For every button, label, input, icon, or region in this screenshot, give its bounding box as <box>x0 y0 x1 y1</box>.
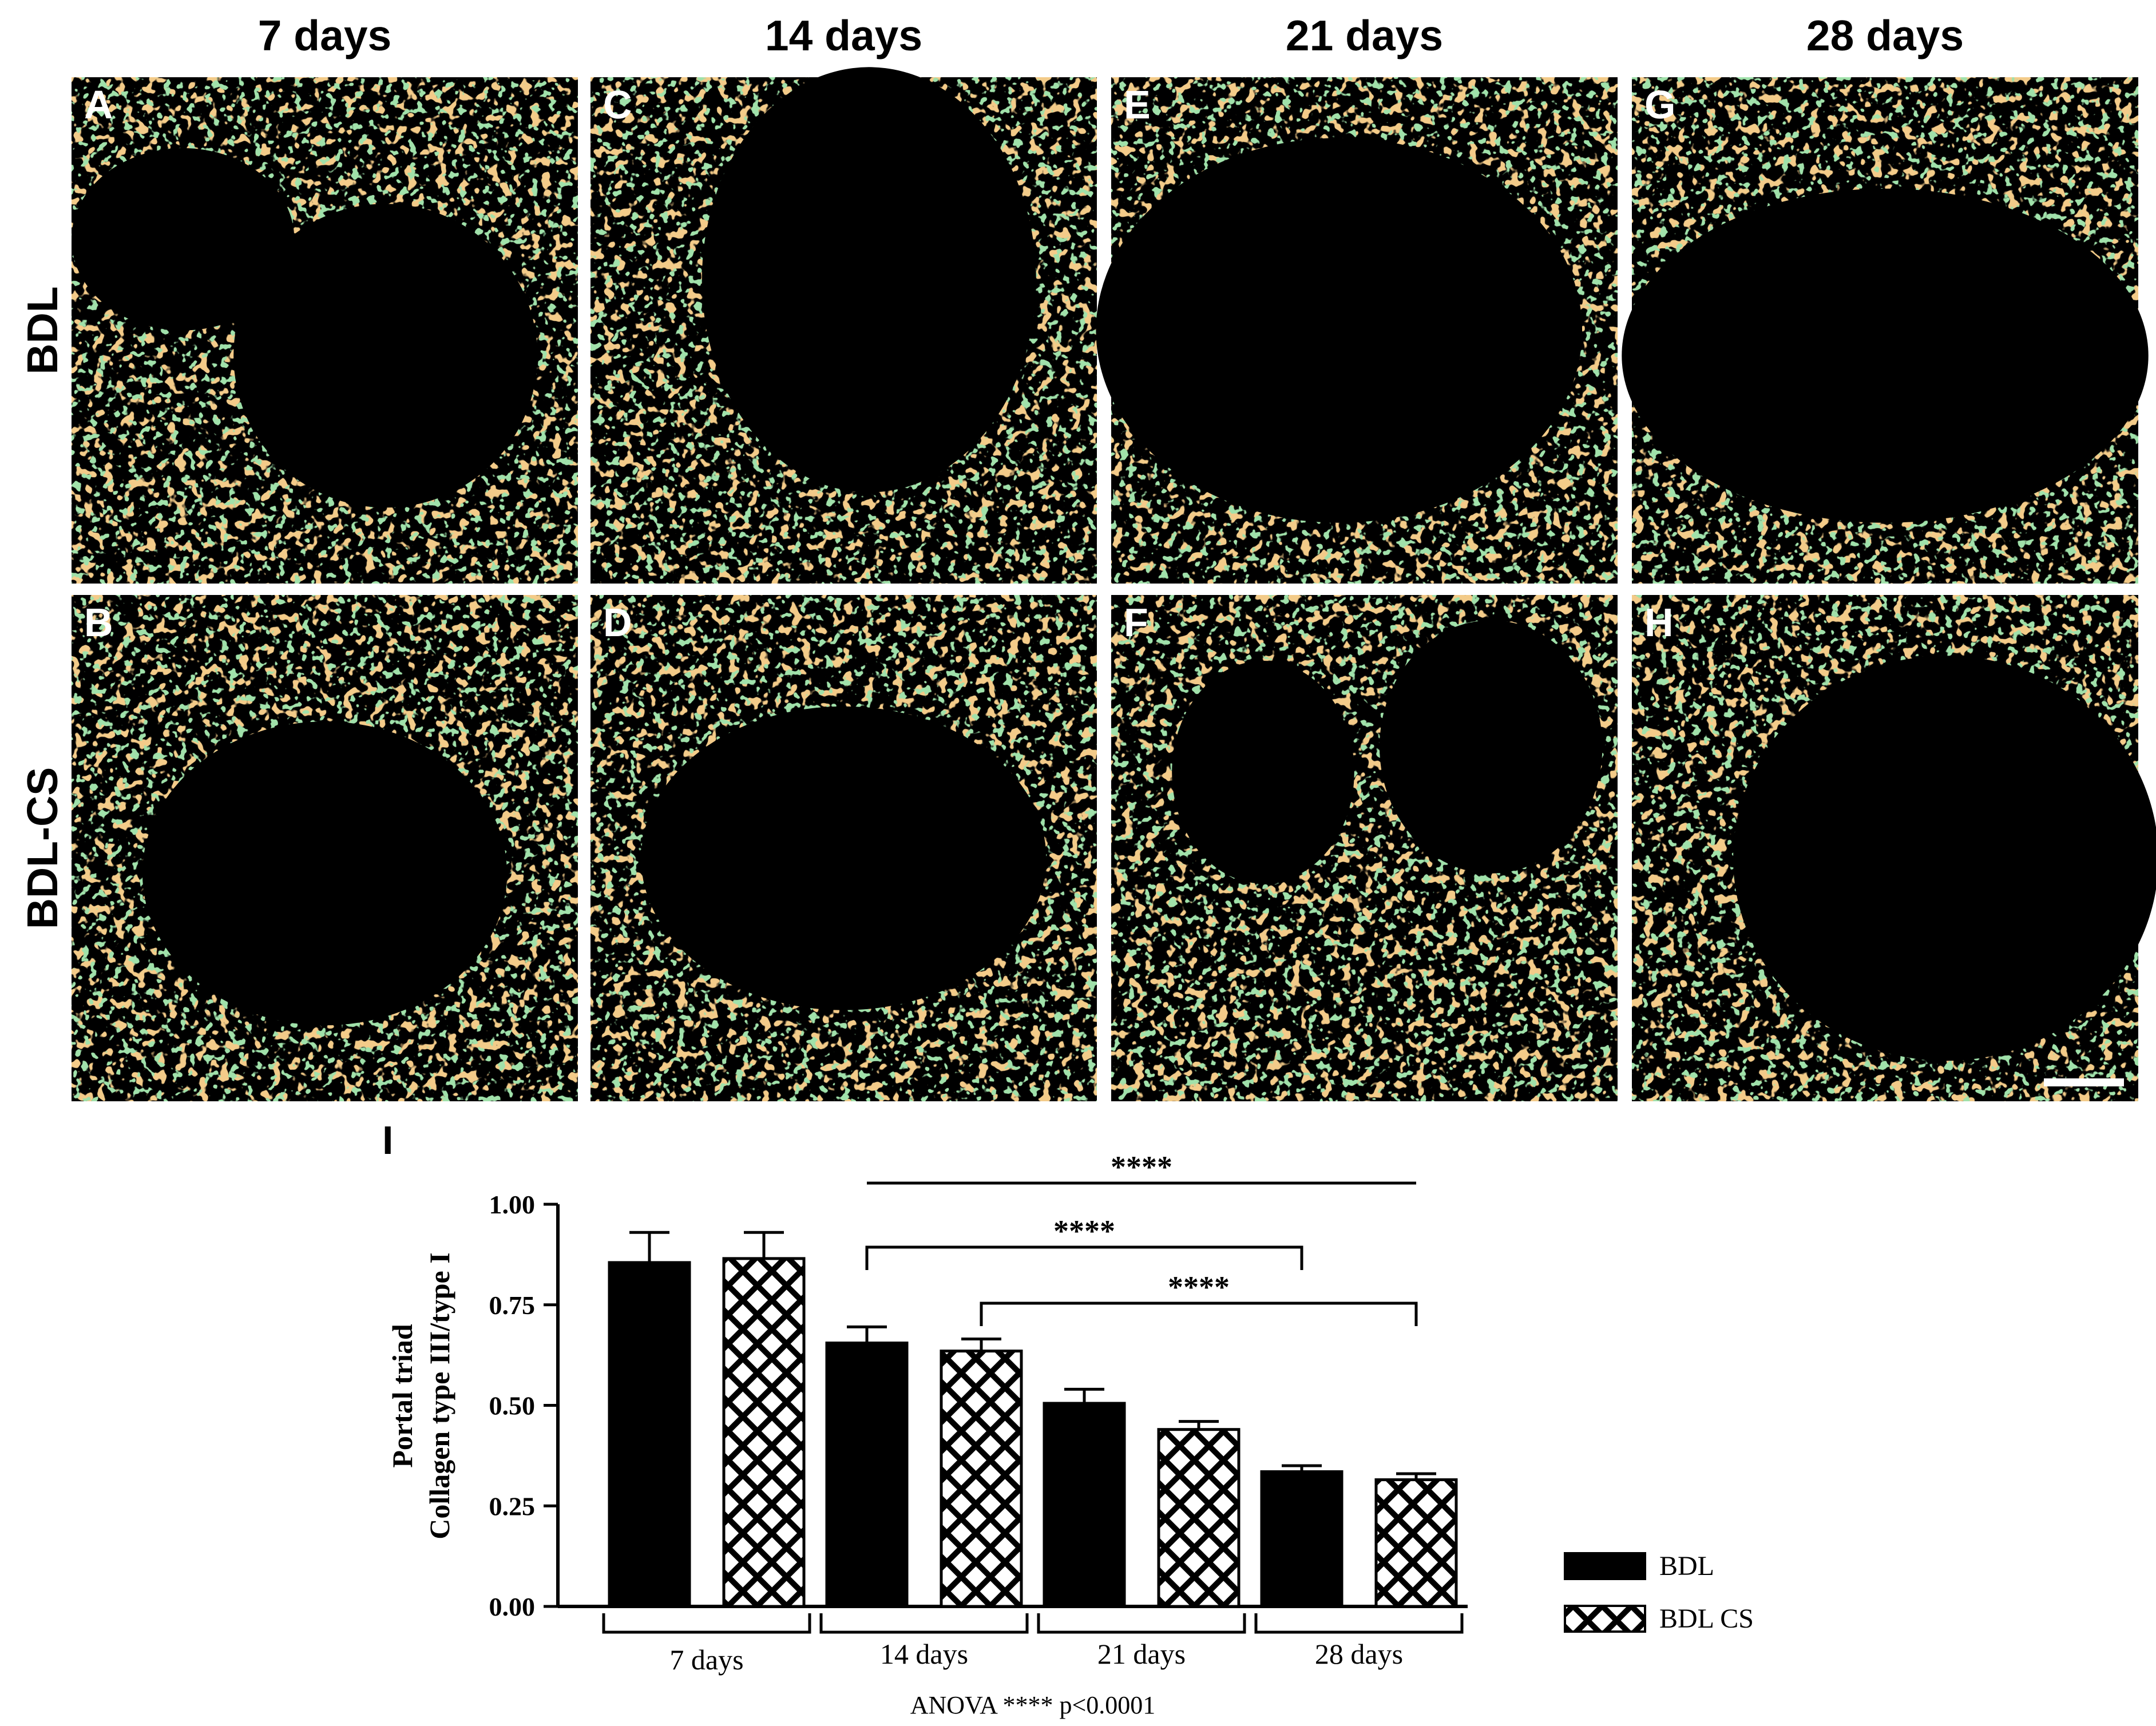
legend-label: BDL CS <box>1659 1604 1754 1634</box>
significance-label: **** <box>1053 1214 1115 1248</box>
bar <box>1374 1478 1458 1608</box>
y-tick-label: 1.00 <box>489 1190 536 1219</box>
bar <box>1157 1428 1241 1608</box>
column-header: 21 days <box>1286 11 1443 59</box>
micrograph-panel: E <box>1096 77 1618 584</box>
legend-swatch <box>1564 1552 1646 1580</box>
x-tick-label: 28 days <box>1315 1638 1403 1670</box>
column-headers: 7 days 14 days 21 days 28 days <box>258 11 1964 59</box>
vessel-lumen <box>702 67 1036 493</box>
significance-bracket <box>865 1245 1303 1270</box>
panel-letter: C <box>603 82 632 127</box>
vessel-lumen <box>1172 661 1354 884</box>
micrograph-panel: G <box>1622 77 2149 584</box>
micrograph-panel: B <box>72 595 578 1101</box>
bar <box>825 1342 909 1608</box>
bar-chart: I **** **** **** 7 days 14 days 21 days 28 da… <box>382 1118 1754 1719</box>
micrograph-panel: H <box>1632 595 2156 1101</box>
scale-bar <box>2044 1078 2124 1086</box>
y-axis-label-line2: Collagen type III/type I <box>423 1252 455 1539</box>
panel-letter: A <box>84 82 113 127</box>
micrograph-grid: A C E G B D F H <box>72 67 2156 1101</box>
column-header: 7 days <box>258 11 392 59</box>
vessel-lumen <box>1622 188 2149 523</box>
panel-letter: E <box>1124 82 1151 127</box>
y-tick-label: 0.25 <box>489 1491 536 1521</box>
y-tick-label: 0.75 <box>489 1291 536 1320</box>
panel-letter: B <box>84 600 113 645</box>
significance-label: **** <box>1168 1270 1230 1304</box>
bar <box>1043 1402 1126 1608</box>
x-tick-labels: 7 days 14 days 21 days 28 days <box>602 1613 1464 1676</box>
significance-brackets: **** **** **** <box>865 1150 1418 1326</box>
x-tick-label: 7 days <box>669 1644 743 1676</box>
vessel-lumen <box>233 204 538 508</box>
row-header: BDL-CS <box>18 767 66 929</box>
category-bracket <box>602 1613 811 1634</box>
panel-letter: G <box>1644 82 1675 127</box>
column-header: 28 days <box>1806 11 1964 59</box>
bar <box>608 1261 691 1608</box>
micrograph-panel: D <box>590 595 1097 1101</box>
x-tick-label: 21 days <box>1097 1638 1186 1670</box>
category-bracket <box>1037 1613 1246 1634</box>
column-header: 14 days <box>765 11 922 59</box>
row-headers: BDL BDL-CS <box>18 286 66 929</box>
bar <box>1260 1470 1343 1608</box>
vessel-lumen <box>1096 138 1583 523</box>
panel-letter: D <box>603 600 632 645</box>
vessel-lumen <box>1380 620 1603 874</box>
y-axis-label-line1: Portal triad <box>386 1324 418 1468</box>
legend-label: BDL <box>1659 1551 1714 1581</box>
chart-bars <box>608 1231 1458 1608</box>
vessel-lumen <box>641 706 1047 1010</box>
panel-letter: H <box>1644 600 1674 645</box>
bar <box>940 1350 1023 1608</box>
bar <box>722 1257 806 1608</box>
panel-letter-i: I <box>382 1118 393 1162</box>
x-tick-label: 14 days <box>880 1638 968 1670</box>
category-bracket <box>819 1613 1029 1634</box>
significance-bracket <box>980 1302 1418 1326</box>
category-bracket <box>1254 1613 1464 1634</box>
legend-swatch <box>1564 1605 1646 1633</box>
vessel-lumen <box>1733 656 2156 1061</box>
micrograph-panel: C <box>590 67 1097 584</box>
anova-footnote: ANOVA **** p<0.0001 <box>910 1691 1156 1719</box>
micrograph-panel: A <box>72 77 578 584</box>
vessel-lumen <box>72 148 295 331</box>
panel-letter: F <box>1124 600 1148 645</box>
y-tick-labels: 0.00 0.25 0.50 0.75 1.00 <box>489 1190 536 1621</box>
micrograph-panel: F <box>1111 595 1618 1101</box>
y-tick-label: 0.00 <box>489 1592 536 1621</box>
vessel-lumen <box>142 721 508 1026</box>
significance-label: **** <box>1111 1150 1172 1184</box>
legend: BDL BDL CS <box>1564 1551 1754 1634</box>
y-tick-label: 0.50 <box>489 1391 536 1421</box>
row-header: BDL <box>18 286 66 374</box>
